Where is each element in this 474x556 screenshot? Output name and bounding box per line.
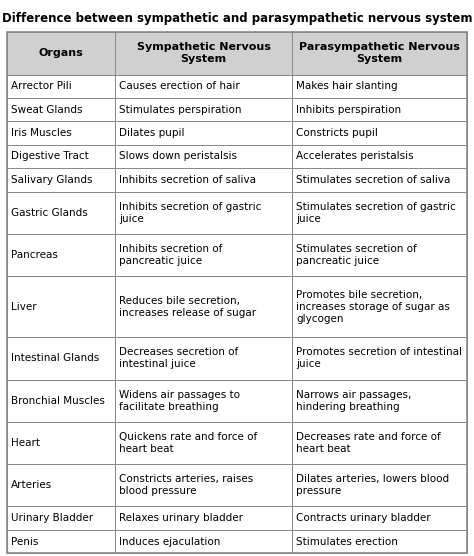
Text: Bronchial Muscles: Bronchial Muscles: [11, 396, 105, 406]
Bar: [292, 75, 467, 98]
Text: Stimulates secretion of saliva: Stimulates secretion of saliva: [296, 175, 450, 185]
Text: Slows down peristalsis: Slows down peristalsis: [119, 151, 237, 161]
Bar: [115, 337, 292, 380]
Bar: [7, 98, 115, 121]
Bar: [115, 422, 292, 464]
Text: Dilates arteries, lowers blood
pressure: Dilates arteries, lowers blood pressure: [296, 474, 449, 497]
Bar: [115, 75, 292, 98]
Text: Parasympathetic Nervous
System: Parasympathetic Nervous System: [299, 42, 460, 64]
Bar: [292, 121, 467, 145]
Bar: [292, 234, 467, 276]
Text: Makes hair slanting: Makes hair slanting: [296, 81, 398, 91]
Text: Inhibits secretion of saliva: Inhibits secretion of saliva: [119, 175, 256, 185]
Text: Intestinal Glands: Intestinal Glands: [11, 354, 99, 364]
Text: Urinary Bladder: Urinary Bladder: [11, 513, 93, 523]
Text: Widens air passages to
facilitate breathing: Widens air passages to facilitate breath…: [119, 390, 240, 411]
Bar: [7, 121, 115, 145]
Bar: [292, 337, 467, 380]
Text: Contracts urinary bladder: Contracts urinary bladder: [296, 513, 430, 523]
Bar: [7, 32, 115, 75]
Text: Penis: Penis: [11, 537, 38, 547]
Bar: [292, 380, 467, 422]
Text: Organs: Organs: [39, 48, 83, 58]
Text: Sweat Glands: Sweat Glands: [11, 105, 82, 115]
Text: Causes erection of hair: Causes erection of hair: [119, 81, 240, 91]
Bar: [115, 234, 292, 276]
Text: Digestive Tract: Digestive Tract: [11, 151, 89, 161]
Bar: [7, 337, 115, 380]
Text: Liver: Liver: [11, 302, 36, 312]
Text: Stimulates secretion of gastric
juice: Stimulates secretion of gastric juice: [296, 202, 456, 224]
Text: Stimulates erection: Stimulates erection: [296, 537, 398, 547]
Bar: [7, 234, 115, 276]
Text: Heart: Heart: [11, 438, 40, 448]
Bar: [292, 32, 467, 75]
Bar: [115, 192, 292, 234]
Bar: [115, 121, 292, 145]
Text: Salivary Glands: Salivary Glands: [11, 175, 92, 185]
Bar: [7, 380, 115, 422]
Bar: [292, 422, 467, 464]
Text: Arrector Pili: Arrector Pili: [11, 81, 72, 91]
Bar: [7, 192, 115, 234]
Text: Inhibits secretion of
pancreatic juice: Inhibits secretion of pancreatic juice: [119, 244, 222, 266]
Text: Dilates pupil: Dilates pupil: [119, 128, 184, 138]
Bar: [292, 530, 467, 553]
Bar: [115, 98, 292, 121]
Text: Relaxes urinary bladder: Relaxes urinary bladder: [119, 513, 243, 523]
Bar: [115, 464, 292, 507]
Bar: [7, 168, 115, 192]
Bar: [7, 75, 115, 98]
Text: Narrows air passages,
hindering breathing: Narrows air passages, hindering breathin…: [296, 390, 411, 411]
Text: Constricts pupil: Constricts pupil: [296, 128, 378, 138]
Text: Stimulates secretion of
pancreatic juice: Stimulates secretion of pancreatic juice: [296, 244, 417, 266]
Text: Pancreas: Pancreas: [11, 250, 58, 260]
Bar: [7, 507, 115, 530]
Bar: [292, 276, 467, 337]
Text: Decreases rate and force of
heart beat: Decreases rate and force of heart beat: [296, 432, 441, 454]
Text: Inhibits perspiration: Inhibits perspiration: [296, 105, 401, 115]
Text: Reduces bile secretion,
increases release of sugar: Reduces bile secretion, increases releas…: [119, 296, 256, 317]
Text: Sympathetic Nervous
System: Sympathetic Nervous System: [137, 42, 271, 64]
Text: Promotes bile secretion,
increases storage of sugar as
glycogen: Promotes bile secretion, increases stora…: [296, 290, 450, 324]
Text: Accelerates peristalsis: Accelerates peristalsis: [296, 151, 414, 161]
Bar: [7, 464, 115, 507]
Bar: [292, 464, 467, 507]
Bar: [7, 145, 115, 168]
Text: Arteries: Arteries: [11, 480, 52, 490]
Text: Stimulates perspiration: Stimulates perspiration: [119, 105, 241, 115]
Bar: [115, 530, 292, 553]
Text: Difference between sympathetic and parasympathetic nervous system: Difference between sympathetic and paras…: [2, 12, 472, 25]
Bar: [7, 422, 115, 464]
Bar: [292, 98, 467, 121]
Bar: [7, 530, 115, 553]
Bar: [115, 507, 292, 530]
Bar: [7, 276, 115, 337]
Text: Induces ejaculation: Induces ejaculation: [119, 537, 220, 547]
Text: Inhibits secretion of gastric
juice: Inhibits secretion of gastric juice: [119, 202, 261, 224]
Bar: [115, 145, 292, 168]
Bar: [115, 380, 292, 422]
Bar: [115, 32, 292, 75]
Text: Quickens rate and force of
heart beat: Quickens rate and force of heart beat: [119, 432, 257, 454]
Bar: [292, 507, 467, 530]
Bar: [292, 192, 467, 234]
Text: Decreases secretion of
intestinal juice: Decreases secretion of intestinal juice: [119, 348, 238, 369]
Bar: [115, 276, 292, 337]
Text: Constricts arteries, raises
blood pressure: Constricts arteries, raises blood pressu…: [119, 474, 253, 497]
Text: Promotes secretion of intestinal
juice: Promotes secretion of intestinal juice: [296, 348, 462, 369]
Text: Gastric Glands: Gastric Glands: [11, 208, 88, 218]
Bar: [292, 145, 467, 168]
Bar: [292, 168, 467, 192]
Text: Iris Muscles: Iris Muscles: [11, 128, 72, 138]
Bar: [115, 168, 292, 192]
